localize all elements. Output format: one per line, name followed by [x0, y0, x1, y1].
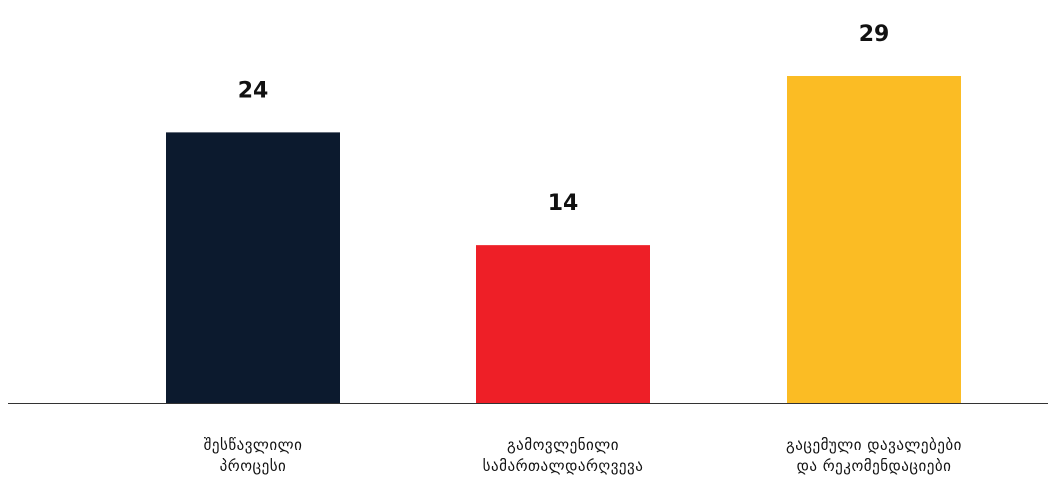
category-label-2-line-1: გამოვლენილი	[507, 436, 619, 454]
bar-1	[166, 132, 340, 403]
category-label-1-line-1: შესწავლილი	[204, 436, 303, 454]
bar-value-label-2: 14	[548, 191, 579, 216]
value-labels-group: 24 14 29	[238, 22, 890, 216]
bar-3	[787, 76, 961, 403]
category-label-3-line-1: გაცემული დავალებები	[786, 436, 962, 454]
category-labels-group: შესწავლილი პროცესი გამოვლენილი სამართალდარღ…	[204, 436, 962, 475]
bars-group	[166, 76, 961, 403]
category-label-3-line-2: და რეკომენდაციები	[797, 457, 952, 475]
bar-value-label-3: 29	[859, 22, 890, 47]
category-label-2-line-2: სამართალდარღვევა	[483, 457, 644, 475]
bar-value-label-1: 24	[238, 78, 269, 103]
bar-2	[476, 245, 650, 403]
category-label-1-line-2: პროცესი	[220, 457, 287, 475]
